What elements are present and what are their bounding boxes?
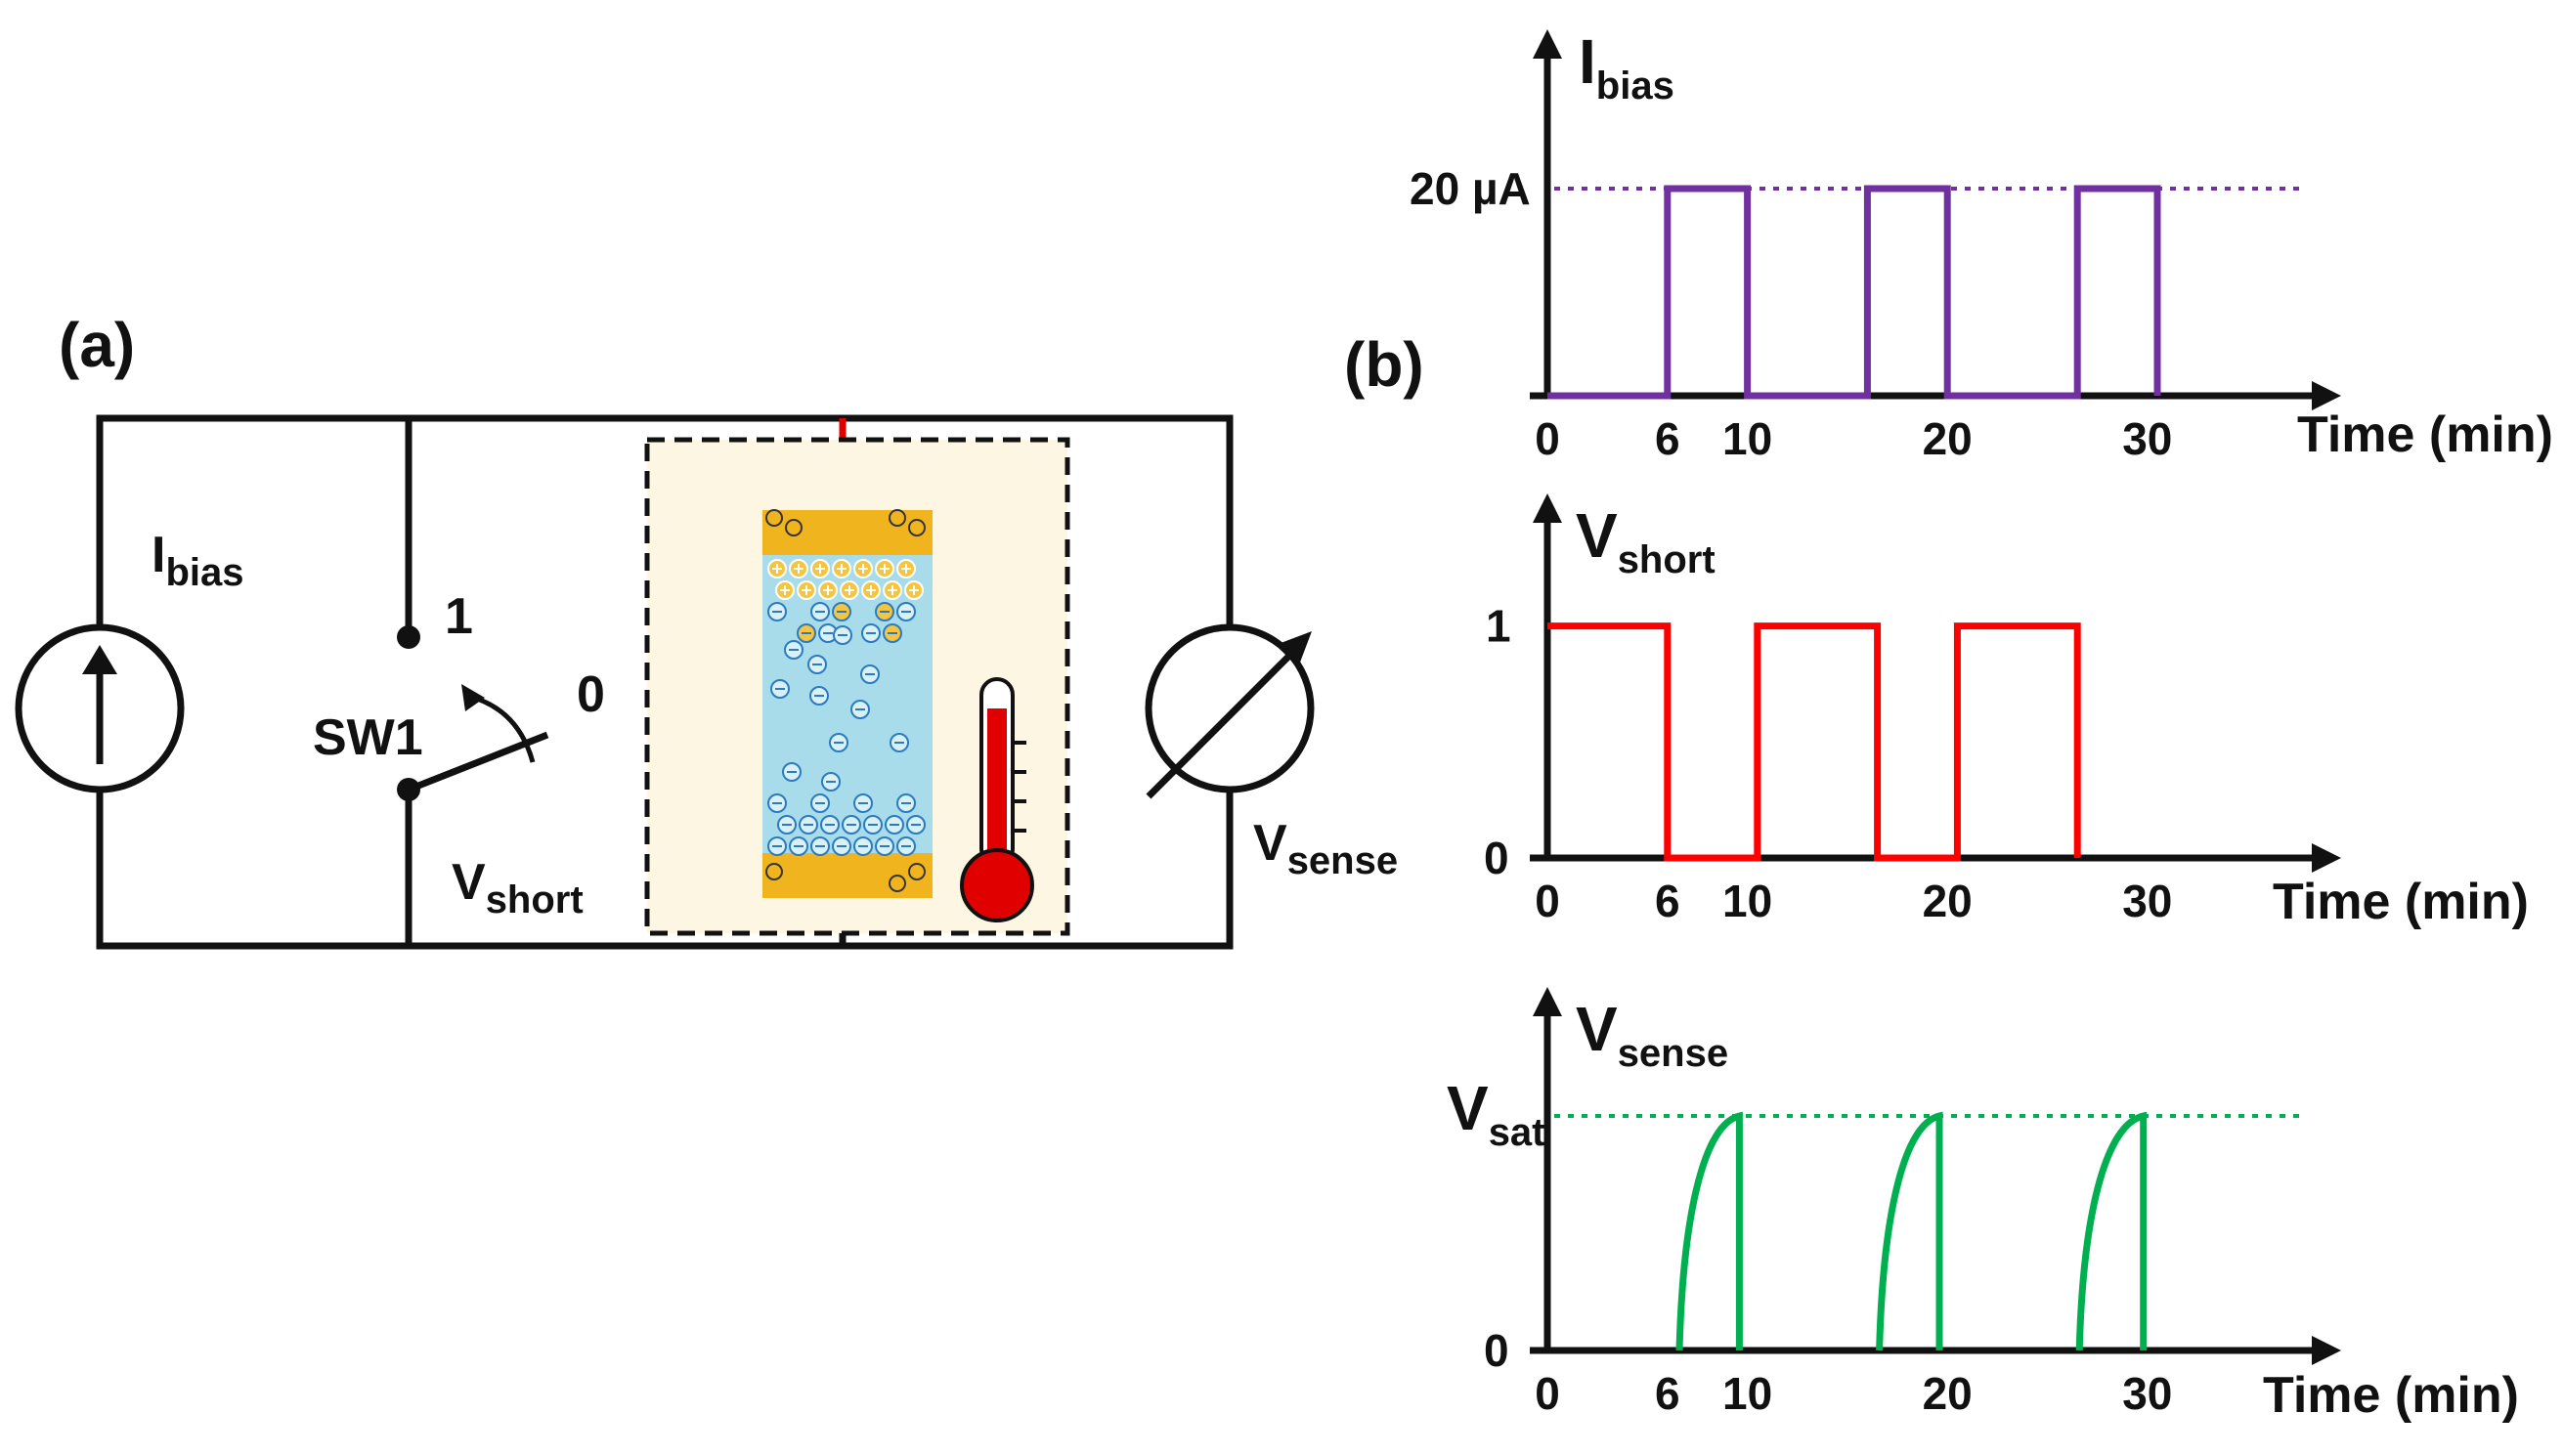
vsense-series-line	[1675, 1111, 2148, 1351]
ibias-x-tick-30: 30	[2122, 413, 2172, 464]
vshort-x-tick-6: 6	[1655, 876, 1680, 926]
ibias-plot: Ibias 20 µA 0 6 10 20 30 Time (min)	[1410, 26, 2553, 464]
y-axis-arrow-icon	[1533, 29, 1562, 59]
bottom-wire	[96, 790, 1234, 950]
x-axis-arrow-icon	[2312, 381, 2341, 410]
variable-arrow-line	[1146, 642, 1303, 799]
switch-pos1-label: 1	[445, 588, 473, 645]
thermometer-icon	[960, 677, 1034, 922]
panel-b-label: (b)	[1344, 329, 1424, 400]
ibias-label: Ibias	[152, 527, 244, 594]
vsense-ylabel-sub: sense	[1618, 1032, 1728, 1075]
vshort-plot: Vshort 1 0 0 6 10 20 30 Time (min)	[1484, 493, 2529, 930]
ibias-xlabel: Time (min)	[2297, 407, 2553, 463]
vsat-main: V	[1447, 1073, 1489, 1143]
ibias-x-tick-20: 20	[1923, 413, 1973, 464]
electrode-charge	[765, 509, 783, 527]
circuit-panel: (a) Ibias 1 0 SW1 Vshort	[15, 310, 1398, 950]
vshort-ylabel: Vshort	[1576, 500, 1716, 581]
electrode-charge	[889, 875, 906, 892]
vsense-x-tick-30: 30	[2122, 1368, 2172, 1419]
electrode-charge	[785, 519, 803, 536]
x-axis-arrow-icon	[2312, 843, 2341, 873]
ibias-ylabel: Ibias	[1579, 26, 1674, 107]
arrow-diagonal-icon	[1276, 631, 1312, 667]
x-axis-arrow-icon	[2312, 1336, 2341, 1365]
vsense-x-tick-0: 0	[1535, 1368, 1560, 1419]
switch-pos0-label: 0	[577, 666, 605, 723]
arrow-up-icon	[82, 645, 117, 674]
thermocell-device	[644, 418, 1070, 946]
vsense-label: Vsense	[1253, 815, 1398, 882]
switch-name-label: SW1	[313, 709, 423, 766]
ibias-ylabel-main: I	[1579, 26, 1596, 97]
vsense-subscript: sense	[1287, 839, 1398, 882]
voltmeter	[1145, 623, 1315, 799]
vsense-x-ticks: 0 6 10 20 30	[1535, 1368, 2172, 1419]
vsense-x-tick-10: 10	[1722, 1368, 1772, 1419]
panel-a-label: (a)	[59, 310, 135, 380]
ion-cloud	[765, 509, 926, 892]
vshort-xlabel: Time (min)	[2273, 874, 2529, 930]
vsat-sub: sat	[1489, 1111, 1545, 1154]
electrode-charge	[765, 863, 783, 880]
vshort-x-tick-20: 20	[1923, 876, 1973, 926]
vsense-x-tick-20: 20	[1923, 1368, 1973, 1419]
top-wire	[96, 414, 1234, 627]
vshort-y-tick-0: 0	[1484, 833, 1509, 883]
y-axis-arrow-icon	[1533, 493, 1562, 523]
vshort-subscript: short	[486, 878, 584, 921]
vshort-x-tick-10: 10	[1722, 876, 1772, 926]
vsense-main: V	[1253, 815, 1287, 872]
vshort-y-tick-1: 1	[1486, 601, 1511, 652]
vshort-main: V	[452, 854, 486, 911]
vsense-ylabel: Vsense	[1576, 994, 1728, 1075]
bottom-electrode	[762, 853, 933, 898]
electrode-charge	[908, 863, 926, 880]
ibias-x-ticks: 0 6 10 20 30	[1535, 413, 2172, 464]
ibias-x-tick-6: 6	[1655, 413, 1680, 464]
ibias-ref-label: 20 µA	[1410, 163, 1531, 214]
vsense-plot: Vsense Vsat 0 0 6 10 20 30 Time (min)	[1447, 987, 2519, 1424]
vshort-x-tick-30: 30	[2122, 876, 2172, 926]
ibias-x-tick-0: 0	[1535, 413, 1560, 464]
vsense-x-tick-6: 6	[1655, 1368, 1680, 1419]
vsat-label: Vsat	[1447, 1073, 1545, 1154]
vshort-ylabel-sub: short	[1618, 538, 1716, 581]
vshort-label: Vshort	[452, 854, 584, 921]
vshort-x-tick-0: 0	[1535, 876, 1560, 926]
ibias-ylabel-sub: bias	[1596, 64, 1674, 107]
switch-contact-1	[397, 625, 420, 649]
vshort-series-line	[1547, 622, 2081, 862]
vsense-ylabel-main: V	[1576, 994, 1618, 1064]
ibias-main: I	[152, 527, 165, 583]
vshort-x-ticks: 0 6 10 20 30	[1535, 876, 2172, 926]
electrode-charge	[889, 509, 906, 527]
voltmeter-symbol	[1145, 623, 1315, 793]
vsense-y-tick-0: 0	[1484, 1325, 1509, 1376]
switch-sw1	[397, 418, 549, 946]
electrode-charge	[908, 519, 926, 536]
curved-arrow-icon	[461, 684, 485, 711]
current-source	[15, 623, 185, 793]
y-axis-arrow-icon	[1533, 987, 1562, 1016]
vshort-ylabel-main: V	[1576, 500, 1618, 571]
vsense-xlabel: Time (min)	[2263, 1367, 2519, 1424]
ibias-series-line	[1547, 185, 2161, 400]
ibias-subscript: bias	[165, 551, 243, 594]
ibias-x-tick-10: 10	[1722, 413, 1772, 464]
